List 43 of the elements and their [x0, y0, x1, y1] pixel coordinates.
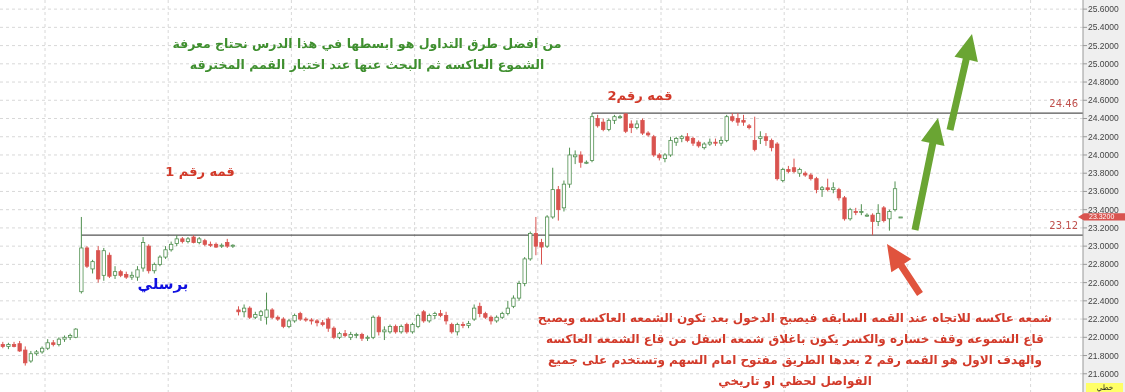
- annotation: برسلي: [137, 275, 189, 293]
- y-tick-label: 21.8000: [1088, 350, 1119, 361]
- y-tick-label: 22.4000: [1088, 295, 1119, 306]
- candlestick: [887, 209, 892, 232]
- candlestick: [376, 314, 381, 336]
- y-tick-label: 25.4000: [1088, 22, 1119, 33]
- candlestick: [556, 185, 561, 222]
- y-tick-label: 25.0000: [1088, 58, 1119, 69]
- candlestick: [870, 212, 875, 236]
- y-tick-label: 22.6000: [1088, 277, 1119, 288]
- y-tick-label: 22.8000: [1088, 259, 1119, 270]
- candlestick: [876, 203, 881, 227]
- y-tick-label: 23.6000: [1088, 186, 1119, 197]
- y-tick-label: 21.6000: [1088, 368, 1119, 379]
- y-tick-label: 22.0000: [1088, 332, 1119, 343]
- y-tick-label: 23.2000: [1088, 222, 1119, 233]
- y-tick-label: 25.6000: [1088, 4, 1119, 15]
- y-tick-label: 25.2000: [1088, 40, 1119, 51]
- ref-line-label: 23.12: [1049, 220, 1078, 232]
- y-tick-label: 23.8000: [1088, 168, 1119, 179]
- y-tick-label: 24.2000: [1088, 131, 1119, 142]
- annotation: قمه رقم2: [607, 88, 673, 103]
- y-tick-label: 22.2000: [1088, 314, 1119, 325]
- annotation: قمه رقم 1: [165, 164, 235, 179]
- y-tick-label: 24.0000: [1088, 149, 1119, 160]
- ref-line-label: 24.46: [1049, 98, 1078, 110]
- candlestick: [242, 303, 247, 318]
- y-tick-label: 24.4000: [1088, 113, 1119, 124]
- candlestick: [752, 116, 757, 152]
- candlestick: [819, 185, 825, 198]
- candlestick: [892, 180, 898, 212]
- y-tick-label: 24.6000: [1088, 95, 1119, 106]
- candlestick: [460, 321, 466, 329]
- y-tick-label: 23.0000: [1088, 241, 1119, 252]
- annotation: شمعه عاكسه للاتجاه عند القمه السابقه فيصبح الدخول بعد تكون الشمعه العاكسه ويصبح قاع الشموعه وقف خساره والكسر يكون باغلاق شمعه اسفل من قاع الشمعه العاكسه والهدف الاول هو القمه رقم 2 بعدها الطريق مفتوح امام السهم وتستخدم على جميع الفواصل لحظي او تاريخي: [537, 311, 1053, 389]
- y-tick-label: 23.4000: [1088, 204, 1119, 215]
- annotation: من افضل طرق التداول هو ابسطها في هذا الدرس نحتاج معرفة الشموع العاكسه ثم البحث عنها عند اختبار القمم المخترقه: [172, 36, 562, 72]
- candlestick: [230, 243, 235, 249]
- candlestick: [84, 245, 90, 269]
- candlestick: [343, 329, 348, 338]
- candlestick: [107, 252, 112, 279]
- candlestick: [112, 265, 118, 280]
- y-tick-label: 24.8000: [1088, 77, 1119, 88]
